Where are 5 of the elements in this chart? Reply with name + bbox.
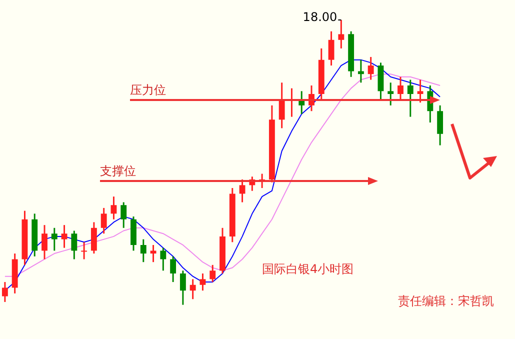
annotation: 压力位 (130, 83, 166, 98)
annotation: 18.00 (302, 10, 338, 24)
annotation: 国际白银4小时图 (262, 262, 354, 276)
annotation: 支撑位 (100, 164, 136, 178)
annotation: 责任编辑：宋哲凯 (398, 294, 494, 308)
